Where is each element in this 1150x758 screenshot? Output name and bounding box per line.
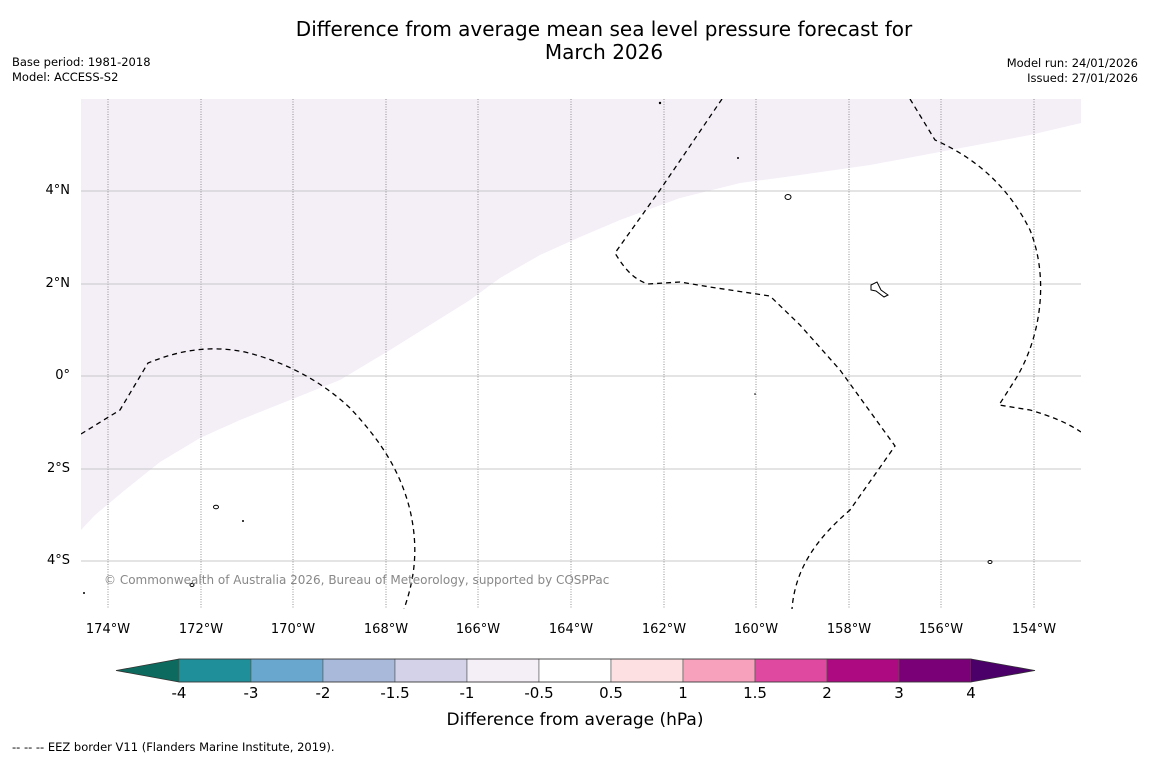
meta-right: Model run: 24/01/2026 Issued: 27/01/2026 [1007,56,1138,86]
lon-label-158w: 158°W [826,622,872,637]
footer-legend: -- -- -- EEZ border V11 (Flanders Marine… [12,740,335,754]
colorbar-tick: -1.5 [380,684,410,702]
island-3 [189,583,195,587]
eez-border-east [909,99,1081,433]
lon-label-164w: 164°W [548,622,594,637]
colorbar-segment [898,658,972,683]
colorbar-extend-high [971,659,1035,682]
island-2 [213,504,219,510]
colorbar-tick: 2 [822,684,832,702]
lon-label-170w: 170°W [270,622,316,637]
colorbar-segment [322,658,396,683]
lat-label-2s: 2°S [46,461,70,476]
colorbar-tick: -1 [459,684,475,702]
lon-label-166w: 166°W [455,622,501,637]
colorbar-tick: 1 [678,684,688,702]
model-name: Model: ACCESS-S2 [12,70,119,84]
island-1 [784,194,792,200]
colorbar-segment [610,658,684,683]
colorbar-tick: -0.5 [524,684,554,702]
colorbar-outline [115,658,1036,683]
base-period: Base period: 1981-2018 [12,55,151,69]
colorbar-segment [754,658,828,683]
colorbar-tick: -4 [171,684,187,702]
copyright-notice: © Commonwealth of Australia 2026, Bureau… [104,573,610,587]
colorbar-tick: 4 [966,684,976,702]
colorbar-segment [826,658,900,683]
colorbar-tick: -2 [315,684,331,702]
title-line-2: March 2026 [544,40,664,64]
longitude-gridlines [107,99,1035,609]
lon-label-160w: 160°W [733,622,779,637]
anomaly-shading-region [81,99,1081,530]
island-dots [83,101,756,594]
lat-label-0: 0° [55,368,70,383]
lon-label-156w: 156°W [918,622,964,637]
latitude-gridlines [81,190,1081,562]
lat-label-2n: 2°N [45,276,71,291]
island-4 [987,560,993,564]
title-line-1: Difference from average mean sea level p… [295,17,913,41]
islands [189,194,993,587]
lon-label-154w: 154°W [1011,622,1057,637]
colorbar-extend-low [116,659,179,682]
eez-border-central [614,99,896,609]
eez-borders [81,99,1081,609]
model-run: Model run: 24/01/2026 [1006,56,1138,70]
colorbar-segment [250,658,324,683]
colorbar-segment [682,658,756,683]
colorbar-tick: 1.5 [743,684,767,702]
colorbar-segment [178,658,252,683]
colorbar-label: Difference from average (hPa) [446,710,704,730]
colorbar-tick: 0.5 [599,684,623,702]
issued-date: Issued: 27/01/2026 [1027,71,1138,85]
island-kiritimati [870,281,889,298]
lat-label-4n: 4°N [45,183,71,198]
colorbar-tick: -3 [243,684,259,702]
colorbar-tick: 3 [894,684,904,702]
map-title: Difference from average mean sea level p… [0,18,1150,64]
lon-label-174w: 174°W [85,622,131,637]
colorbar-segment [394,658,468,683]
lon-label-168w: 168°W [363,622,409,637]
eez-border-west [81,348,416,609]
colorbar-segment [538,658,612,683]
lat-label-4s: 4°S [46,553,70,568]
colorbar-segment [466,658,540,683]
meta-left: Base period: 1981-2018 Model: ACCESS-S2 [12,55,151,85]
colorbar [115,658,1036,683]
lon-label-172w: 172°W [178,622,224,637]
lon-label-162w: 162°W [641,622,687,637]
